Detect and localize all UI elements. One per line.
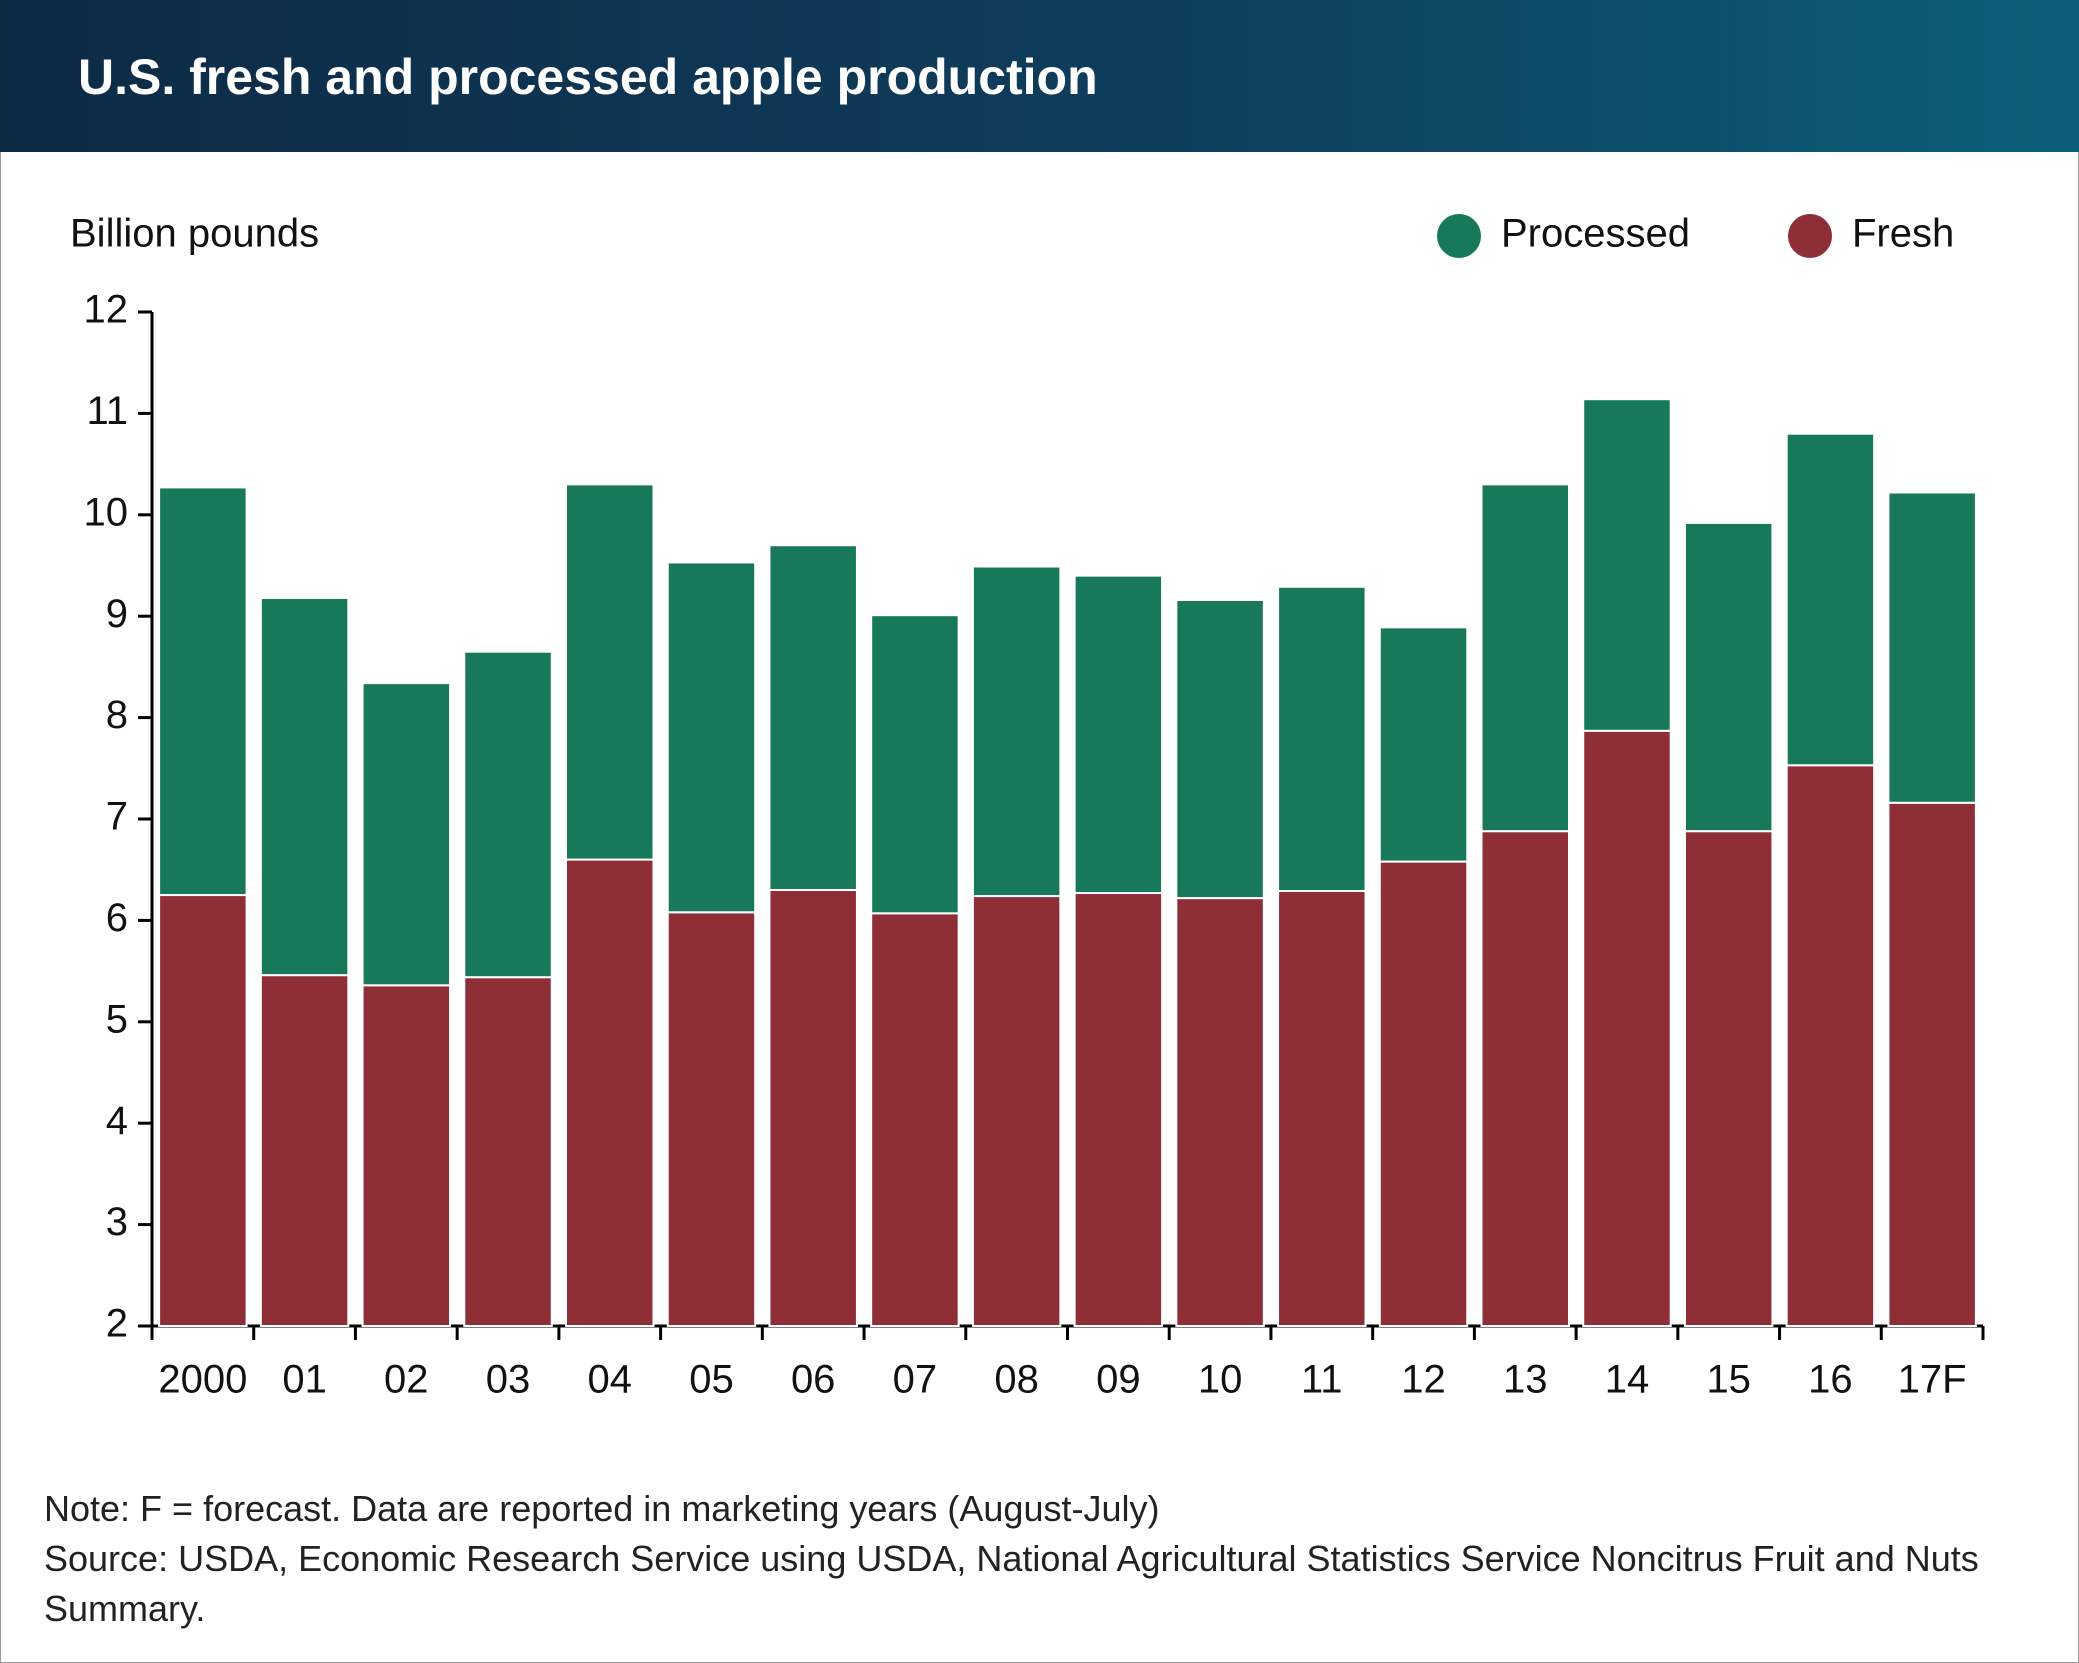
source: Source: USDA, Economic Research Service … xyxy=(44,1538,1979,1629)
legend-swatch xyxy=(1788,214,1832,258)
bar-segment xyxy=(1480,483,1570,833)
bar-segment xyxy=(666,911,757,1328)
bar-segment xyxy=(259,596,350,977)
bar-segment xyxy=(1887,801,1977,1327)
x-tick-label: 04 xyxy=(588,1358,633,1402)
y-tick-label: 6 xyxy=(106,896,128,940)
bar-segment xyxy=(971,565,1062,898)
bar-segment xyxy=(1683,521,1774,833)
x-tick-label: 09 xyxy=(1096,1358,1141,1402)
header: U.S. fresh and processed apple productio… xyxy=(0,0,2079,152)
x-tick-label: 15 xyxy=(1706,1358,1751,1402)
x-tick-label: 17F xyxy=(1898,1358,1967,1402)
bar-segment xyxy=(768,544,858,891)
bar-segment xyxy=(1785,764,1876,1327)
y-tick-label: 5 xyxy=(106,997,128,1041)
bar-segment xyxy=(1277,585,1367,892)
x-tick-label: 07 xyxy=(893,1358,938,1402)
y-axis-label: Billion pounds xyxy=(70,212,319,256)
bar-segment xyxy=(1785,432,1876,767)
x-tick-label: 02 xyxy=(384,1358,429,1402)
y-tick-label: 2 xyxy=(106,1302,128,1346)
bar-segment xyxy=(361,682,452,987)
bar-segment xyxy=(1582,398,1672,732)
chart-title: U.S. fresh and processed apple productio… xyxy=(78,49,1098,105)
y-tick-label: 7 xyxy=(106,795,128,839)
x-tick-label: 05 xyxy=(689,1358,734,1402)
note: Note: F = forecast. Data are reported in… xyxy=(44,1488,1160,1529)
legend-swatch xyxy=(1437,214,1481,258)
legend-label: Processed xyxy=(1501,212,1690,256)
bar-segment xyxy=(565,483,655,861)
y-tick-label: 11 xyxy=(86,389,128,433)
bar-segment xyxy=(1175,598,1265,900)
bar-segment xyxy=(870,614,960,915)
y-tick-label: 12 xyxy=(84,288,129,332)
x-tick-label: 13 xyxy=(1503,1358,1548,1402)
x-tick-label: 11 xyxy=(1301,1358,1343,1402)
bar-segment xyxy=(158,894,248,1327)
bar-segment xyxy=(1887,491,1977,804)
bar-segment xyxy=(768,888,858,1327)
bar-segment xyxy=(1683,830,1774,1328)
y-tick-label: 9 xyxy=(106,592,128,636)
x-tick-label: 08 xyxy=(994,1358,1039,1402)
bar-segment xyxy=(1480,830,1570,1328)
y-tick-label: 4 xyxy=(106,1099,128,1143)
x-tick-label: 14 xyxy=(1605,1358,1650,1402)
bar-segment xyxy=(1073,574,1164,895)
x-tick-label: 01 xyxy=(282,1358,327,1402)
bar-segment xyxy=(1073,892,1164,1327)
y-tick-label: 10 xyxy=(84,490,129,534)
y-tick-label: 8 xyxy=(106,693,128,737)
x-tick-label: 06 xyxy=(791,1358,836,1402)
legend-label: Fresh xyxy=(1852,212,1954,256)
bar-segment xyxy=(1378,860,1469,1327)
y-tick-label: 3 xyxy=(106,1200,128,1244)
bar-segment xyxy=(361,984,452,1328)
bar-segment xyxy=(463,976,553,1328)
x-tick-label: 12 xyxy=(1401,1358,1446,1402)
bar-segment xyxy=(1277,889,1367,1328)
bar-segment xyxy=(666,561,757,914)
bar-segment xyxy=(870,912,960,1327)
x-tick-label: 03 xyxy=(486,1358,531,1402)
bar-segment xyxy=(1378,626,1469,863)
bar-segment xyxy=(1582,729,1672,1327)
bar-segment xyxy=(971,895,1062,1328)
bar-segment xyxy=(463,650,553,979)
x-tick-label: 2000 xyxy=(158,1358,247,1402)
bar-segment xyxy=(158,486,248,897)
bar-segment xyxy=(1175,897,1265,1327)
bar-segment xyxy=(259,974,350,1327)
bar-segment xyxy=(565,858,655,1327)
x-tick-label: 10 xyxy=(1198,1358,1243,1402)
x-tick-label: 16 xyxy=(1808,1358,1853,1402)
